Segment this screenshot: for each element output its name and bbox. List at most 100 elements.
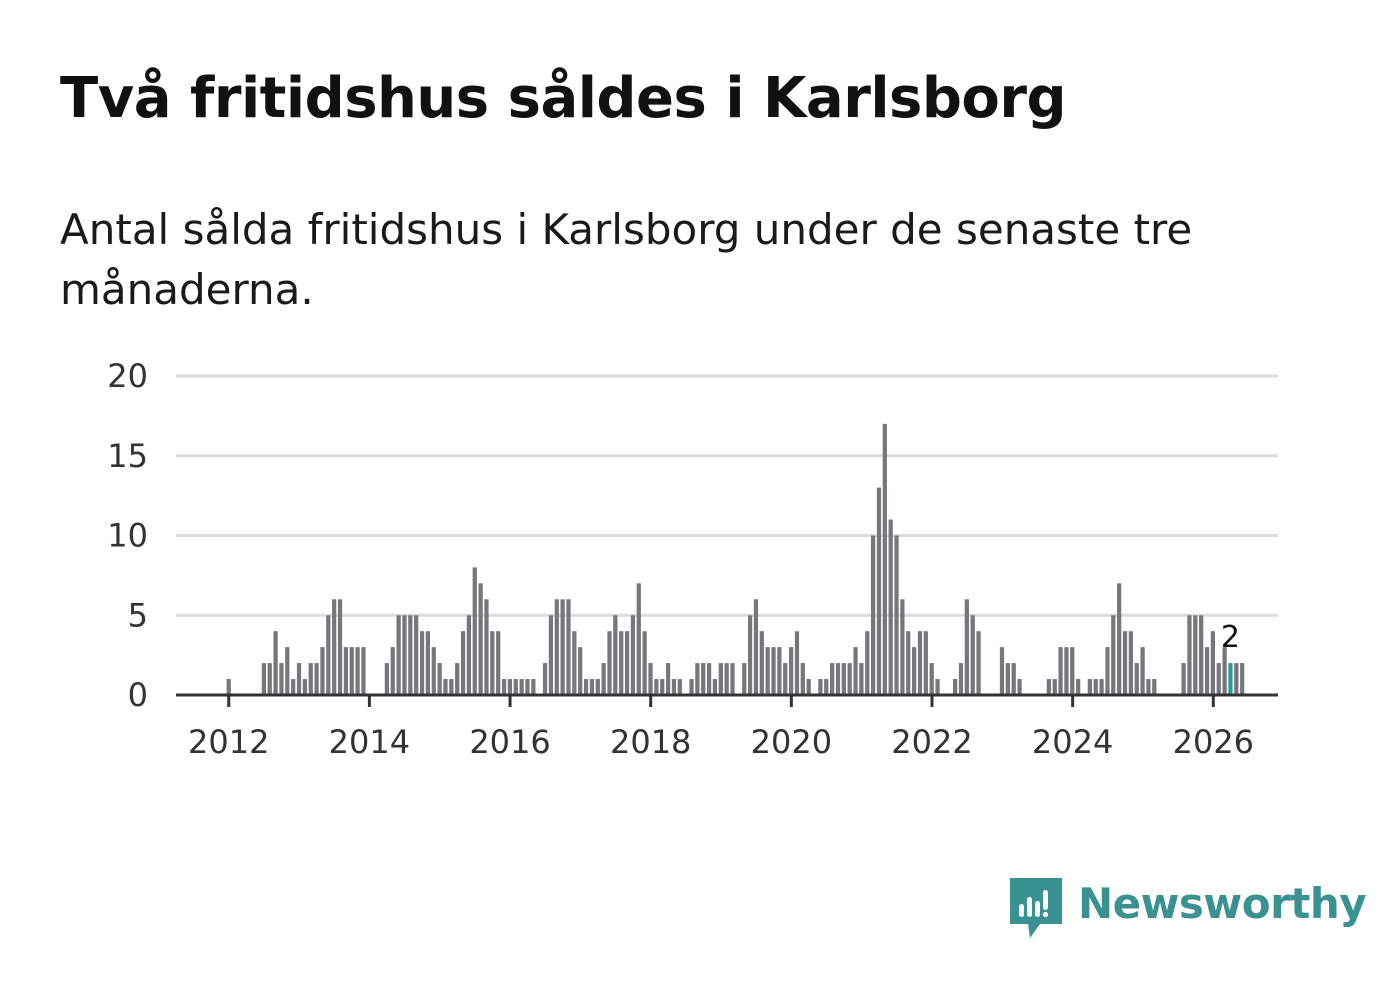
bar — [1087, 679, 1092, 695]
bar — [876, 487, 882, 695]
x-tick-label: 2024 — [1032, 723, 1113, 761]
bar — [519, 679, 524, 695]
bar — [1152, 679, 1157, 695]
chart-title: Två fritidshus såldes i Karlsborg — [60, 66, 1067, 131]
y-tick-label: 15 — [107, 437, 148, 475]
bar — [501, 679, 507, 695]
bar — [472, 567, 477, 695]
bar — [1117, 583, 1122, 695]
bar — [308, 663, 313, 695]
bar — [765, 647, 770, 695]
bar — [349, 647, 354, 695]
bar — [759, 631, 764, 695]
bar-chart: 0 5 10 15 20 2012 2014 2016 2018 2020 2022 2024 2026… — [107, 357, 1278, 761]
axes — [176, 693, 1278, 707]
newsworthy-wordmark: Newsworthy — [1078, 879, 1367, 928]
bar — [806, 679, 811, 695]
bar — [624, 631, 630, 695]
bar — [548, 615, 554, 695]
bar — [279, 663, 284, 695]
bar — [261, 663, 266, 695]
bar — [788, 647, 794, 695]
bar — [1105, 647, 1110, 695]
x-tick-label: 2020 — [751, 723, 832, 761]
bar — [607, 631, 612, 695]
bar — [496, 631, 501, 695]
bar — [660, 679, 665, 695]
bar — [730, 663, 735, 695]
bar — [777, 647, 782, 695]
bar — [783, 663, 788, 695]
bar — [935, 679, 940, 695]
bar — [1070, 647, 1075, 695]
bar — [402, 615, 407, 695]
bar — [654, 679, 659, 695]
bar — [970, 615, 975, 695]
bar — [1005, 663, 1010, 695]
bar — [326, 615, 331, 695]
bar — [1199, 615, 1204, 695]
x-tick-label: 2026 — [1173, 723, 1254, 761]
bar — [689, 679, 694, 695]
bar — [1140, 647, 1145, 695]
bar — [1240, 663, 1245, 695]
bar — [1076, 679, 1081, 695]
grid-lines — [176, 374, 1278, 617]
x-tick-label: 2018 — [610, 723, 691, 761]
bar — [642, 631, 647, 695]
bar — [583, 679, 589, 695]
bar — [1193, 615, 1198, 695]
bar — [888, 519, 893, 695]
newsworthy-bar-chart-icon — [1010, 878, 1062, 938]
bar — [1122, 631, 1128, 695]
bar — [706, 663, 712, 695]
bar — [384, 663, 390, 695]
bar — [595, 679, 600, 695]
bar — [296, 663, 302, 695]
bar — [566, 599, 571, 695]
bar — [712, 679, 718, 695]
bar — [419, 631, 425, 695]
bar — [267, 663, 272, 695]
x-tick-label: 2012 — [188, 723, 269, 761]
bar — [1210, 631, 1215, 695]
bar — [1181, 663, 1186, 695]
bar — [1046, 679, 1051, 695]
bar — [1234, 663, 1239, 695]
newsworthy-logo[interactable]: Newsworthy — [1010, 878, 1367, 942]
bar — [724, 663, 729, 695]
bar — [841, 663, 846, 695]
bar — [718, 663, 723, 695]
data-label: 2 — [1221, 620, 1240, 655]
bar — [273, 631, 278, 695]
bar — [747, 615, 753, 695]
bar — [613, 615, 618, 695]
bar — [800, 663, 805, 695]
bar — [1099, 679, 1104, 695]
bar — [531, 679, 536, 695]
bar — [302, 679, 307, 695]
y-tick-label: 5 — [128, 596, 148, 634]
bar — [460, 631, 466, 695]
bar — [478, 583, 483, 695]
bar — [871, 535, 876, 695]
bar — [1058, 647, 1063, 695]
bar — [1093, 679, 1098, 695]
bar — [976, 631, 981, 695]
bar — [794, 631, 800, 695]
bar — [525, 679, 530, 695]
bar — [824, 679, 829, 695]
bar — [1017, 679, 1022, 695]
bar — [226, 679, 231, 695]
bar — [542, 663, 548, 695]
bar — [1064, 647, 1069, 695]
bar — [771, 647, 776, 695]
bar — [437, 663, 442, 695]
bar — [677, 679, 682, 695]
bar — [1052, 679, 1057, 695]
bar — [1216, 663, 1221, 695]
bar — [1134, 663, 1139, 695]
bar — [443, 679, 448, 695]
bar — [560, 599, 565, 695]
bar — [1204, 647, 1210, 695]
